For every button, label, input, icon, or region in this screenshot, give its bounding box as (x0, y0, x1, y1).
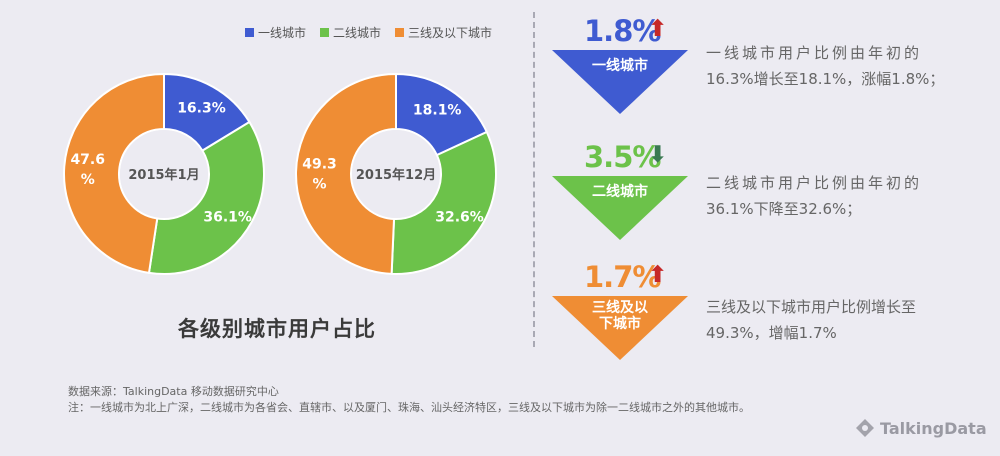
change-label-tier3: 三线及以 下城市 (570, 300, 670, 332)
change-desc-tier1: 一线城市用户比例由年初的 16.3%增长至18.1%，涨幅1.8%； (706, 40, 944, 92)
change-label-tier3-line2: 下城市 (599, 316, 641, 332)
change-desc-tier3-line1: 三线及以下城市用户比例增长至 (706, 298, 917, 316)
donut2-label-1: 18.1% (413, 103, 462, 119)
change-label-tier1: 一线城市 (570, 58, 670, 74)
footer: 数据来源：TalkingData 移动数据研究中心 注：一线城市为北上广深，二线… (68, 384, 750, 416)
arrow-up-icon-tier1: ⬆ (648, 16, 668, 42)
change-triangle-shape-tier2 (552, 176, 688, 240)
change-desc-tier2: 二线城市用户比例由年初的 36.1%下降至32.6%； (706, 170, 922, 222)
change-triangle-tier3 (552, 296, 688, 360)
chart-title: 各级别城市用户占比 (178, 317, 376, 341)
change-pct-tier1: 1.8% (584, 14, 661, 48)
legend-swatch-tier1 (245, 28, 254, 37)
change-triangle-tier2 (552, 176, 688, 240)
arrow-up-icon-tier3: ⬆ (648, 262, 668, 288)
change-desc-tier1-line1: 一线城市用户比例由年初的 (706, 44, 923, 62)
legend-item-tier3: 三线及以下城市 (395, 24, 492, 41)
change-desc-tier2-line2: 36.1%下降至32.6%； (706, 200, 862, 218)
change-triangle-shape-tier3 (552, 296, 688, 360)
legend-swatch-tier3 (395, 28, 405, 37)
donut2-label-3: 49.3% (302, 156, 337, 192)
donut2-label-2: 32.6% (435, 210, 484, 226)
change-desc-tier2-line1: 二线城市用户比例由年初的 (706, 174, 923, 192)
donut-charts: 16.3% 36.1% 47.6% 2015年1月 18.1% 32.6% 49.3 % 201… (63, 72, 497, 275)
legend-label-tier3: 三线及以下城市 (408, 26, 493, 40)
donut1-slice-3 (63, 72, 165, 275)
change-label-tier1-line1: 一线城市 (592, 58, 648, 74)
donut2-slice-2 (390, 130, 497, 275)
change-label-tier2-line1: 二线城市 (592, 184, 648, 200)
legend-swatch-tier2 (320, 28, 330, 37)
donut2-hole (352, 130, 440, 218)
footer-source: 数据来源：TalkingData 移动数据研究中心 (68, 385, 279, 398)
change-triangle-tier1 (552, 50, 688, 114)
change-pct-tier3: 1.7% (584, 260, 661, 294)
donut1-slice-2 (147, 120, 265, 275)
donut1-center-title: 2015年1月 (128, 167, 199, 183)
section-divider (533, 12, 535, 347)
legend-item-tier1: 一线城市 (245, 24, 306, 41)
legend-item-tier2: 二线城市 (320, 24, 381, 41)
change-desc-tier1-line2: 16.3%增长至18.1%，涨幅1.8%； (706, 70, 945, 88)
legend-label-tier1: 一线城市 (258, 26, 307, 40)
change-label-tier3-line1: 三线及以 (592, 300, 648, 316)
donut1-hole (120, 130, 208, 218)
chart-legend: 一线城市 二线城市 三线及以下城市 (245, 24, 492, 41)
change-triangle-shape-tier1 (552, 50, 688, 114)
change-desc-tier3-line2: 49.3%，增幅1.7% (706, 324, 837, 342)
legend-label-tier2: 二线城市 (333, 26, 382, 40)
arrow-down-icon-tier2: ⬇ (648, 142, 668, 168)
donut1-label-1: 16.3% (177, 100, 226, 116)
talkingdata-logo: TalkingData (855, 418, 987, 438)
donut1-label-2: 36.1% (203, 209, 252, 225)
footer-note: 注：一线城市为北上广深，二线城市为各省会、直辖市、以及厦门、珠海、汕头经济特区，… (68, 401, 750, 414)
talkingdata-logo-icon (856, 419, 874, 437)
donut1-label-3: 47.6% (70, 152, 105, 188)
change-label-tier2: 二线城市 (570, 184, 670, 200)
change-pct-tier2: 3.5% (584, 140, 661, 174)
donut2-slice-3 (295, 72, 397, 275)
logo-text: TalkingData (880, 418, 987, 438)
change-desc-tier3: 三线及以下城市用户比例增长至 49.3%，增幅1.7% (706, 294, 916, 346)
donut2-center-title: 2015年12月 (356, 167, 436, 183)
